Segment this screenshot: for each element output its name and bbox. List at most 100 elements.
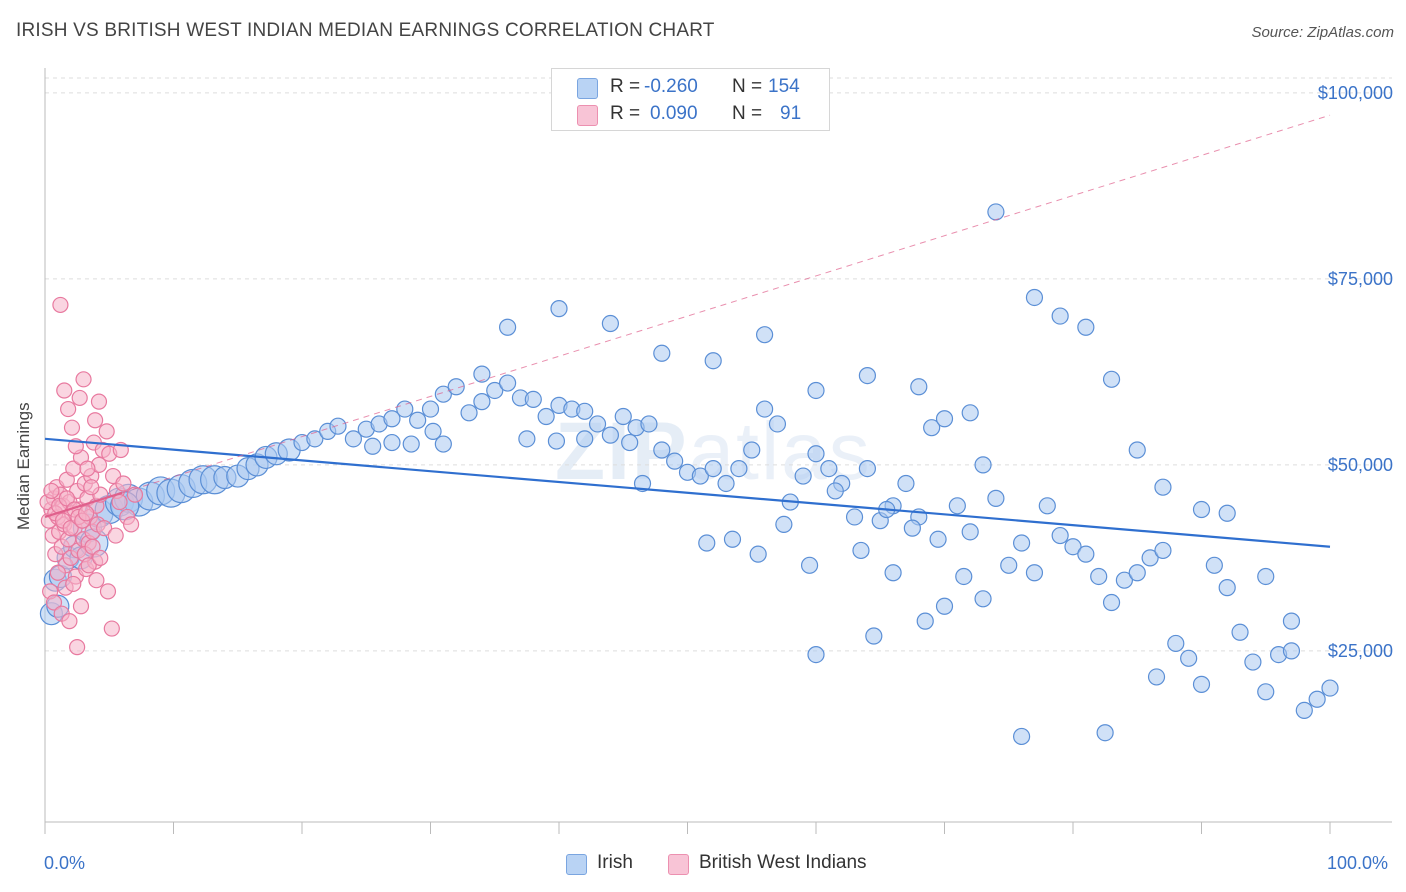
bwi-point	[88, 572, 105, 589]
irish-point	[576, 402, 594, 420]
irish-point	[955, 567, 973, 586]
irish-point	[588, 415, 607, 433]
bwi-trend-line-dashed	[121, 114, 1331, 494]
irish-point	[396, 400, 414, 418]
irish-point	[518, 430, 536, 448]
irish-point	[1147, 668, 1166, 686]
bwi-point	[122, 516, 140, 533]
irish-point	[424, 422, 442, 440]
irish-point	[1205, 556, 1223, 574]
irish-point	[409, 411, 427, 429]
bwi-point	[71, 389, 88, 407]
stats-row-irish: R = -0.260 N = 154	[552, 73, 829, 101]
irish-point	[550, 300, 568, 318]
bwi-point	[126, 486, 144, 503]
irish-point	[640, 415, 658, 433]
irish-point	[1192, 675, 1211, 693]
bwi-point	[49, 564, 66, 581]
irish-point	[1128, 441, 1146, 459]
y-tick-label: $75,000	[1328, 269, 1393, 289]
irish-point	[434, 385, 452, 403]
bwi-point	[92, 549, 109, 566]
irish-point	[1282, 642, 1301, 660]
bwi-point	[45, 594, 63, 611]
r-label: R =	[610, 76, 641, 97]
irish-point	[929, 530, 947, 548]
irish-point	[1000, 556, 1018, 574]
n-label: N =	[732, 103, 763, 124]
irish-point	[1154, 478, 1172, 496]
irish-point	[865, 627, 883, 645]
irish-point	[845, 508, 864, 526]
irish-point	[499, 374, 517, 392]
chart-source: Source: ZipAtlas.com	[1251, 24, 1394, 41]
irish-point	[794, 467, 812, 485]
irish-point	[974, 456, 992, 474]
irish-point	[1295, 701, 1313, 720]
irish-point	[948, 497, 966, 515]
irish-point	[935, 410, 954, 428]
bwi-point	[78, 505, 95, 522]
irish-point	[704, 352, 722, 370]
bwi-point	[103, 620, 120, 637]
irish-point	[1102, 593, 1121, 612]
irish-point	[473, 365, 491, 383]
irish-point	[1218, 579, 1236, 597]
irish-point	[1141, 549, 1159, 567]
irish-point	[884, 564, 902, 582]
irish-point	[666, 452, 684, 470]
irish-point	[1012, 534, 1031, 552]
irish-point	[800, 556, 819, 574]
r-value-irish: -0.260	[644, 76, 698, 97]
irish-swatch	[577, 78, 598, 99]
irish-point	[473, 393, 491, 411]
irish-point	[768, 415, 787, 433]
legend-label-bwi: British West Indians	[699, 852, 867, 873]
irish-point	[499, 318, 517, 336]
irish-point	[1244, 653, 1262, 671]
irish-point	[858, 460, 877, 478]
bwi-point	[79, 460, 96, 477]
bwi-point	[107, 527, 124, 544]
irish-point	[1077, 318, 1095, 336]
irish-point	[698, 534, 716, 552]
irish-point	[961, 523, 979, 541]
irish-point	[852, 541, 870, 560]
irish-point	[1282, 612, 1301, 630]
n-value-bwi: 91	[780, 103, 802, 124]
bwi-point	[52, 296, 69, 314]
irish-point	[537, 407, 555, 426]
stats-row-bwi: R = 0.090 N = 91	[552, 100, 829, 128]
irish-point	[306, 430, 324, 448]
bwi-point	[65, 575, 82, 593]
irish-point	[447, 378, 465, 396]
n-label: N =	[732, 76, 763, 97]
irish-point	[974, 590, 992, 608]
legend-label-irish: Irish	[597, 852, 633, 873]
irish-point	[1051, 307, 1069, 325]
irish-point	[730, 460, 748, 478]
bwi-point	[80, 557, 97, 574]
irish-point	[897, 474, 915, 493]
irish-point	[723, 530, 742, 548]
r-label: R =	[610, 103, 641, 124]
irish-point	[383, 433, 401, 452]
irish-point	[1257, 567, 1275, 586]
irish-point	[1012, 727, 1031, 746]
irish-point	[614, 407, 632, 426]
y-axis-label: Median Earnings	[14, 402, 33, 530]
irish-point	[1154, 541, 1172, 560]
irish-point	[460, 404, 478, 422]
x-tick-max: 100.0%	[1327, 853, 1389, 873]
bwi-point	[72, 598, 90, 615]
bwi-point	[56, 382, 73, 399]
stats-box: R = -0.260 N = 154 R = 0.090 N = 91	[551, 68, 830, 131]
irish-trend-line	[44, 437, 1331, 548]
bwi-point	[69, 639, 86, 656]
legend-swatch-irish	[566, 854, 587, 875]
irish-point	[1218, 504, 1236, 522]
irish-point	[987, 203, 1005, 221]
irish-point	[486, 381, 504, 400]
bwi-point	[84, 538, 101, 555]
irish-point	[691, 467, 709, 485]
